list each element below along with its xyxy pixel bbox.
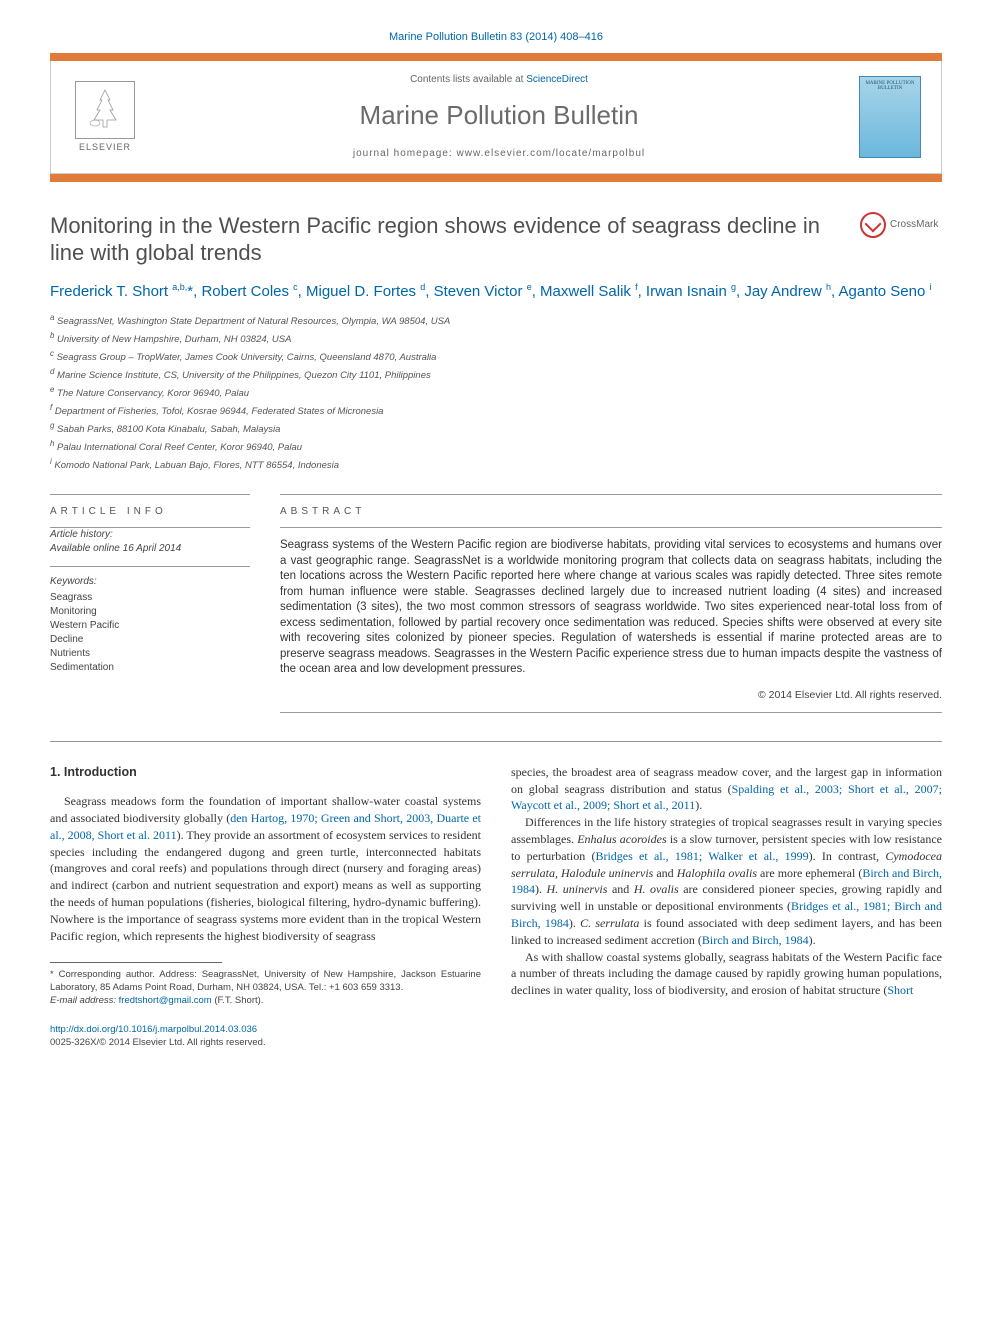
keyword-item: Seagrass: [50, 591, 250, 605]
citation-link[interactable]: Short: [887, 983, 913, 997]
elsevier-logo: ELSEVIER: [71, 78, 139, 156]
keywords-label: Keywords:: [50, 575, 250, 589]
crossmark-icon: [860, 212, 886, 238]
info-abstract-row: ARTICLE INFO Article history: Available …: [50, 494, 942, 712]
species-name: H. uninervis: [547, 882, 608, 896]
citation-link[interactable]: Bridges et al., 1981; Walker et al., 199…: [595, 849, 808, 863]
affiliation-item: a SeagrassNet, Washington State Departme…: [50, 312, 942, 329]
email-label: E-mail address:: [50, 995, 116, 1006]
body-text: ).: [809, 933, 816, 947]
history-label: Article history:: [50, 528, 250, 542]
journal-name: Marine Pollution Bulletin: [159, 98, 839, 133]
header-center: Contents lists available at ScienceDirec…: [159, 73, 839, 161]
email-person: (F.T. Short).: [214, 995, 263, 1006]
body-paragraph: Seagrass meadows form the foundation of …: [50, 793, 481, 944]
article-title: Monitoring in the Western Pacific region…: [50, 212, 840, 267]
keyword-item: Western Pacific: [50, 619, 250, 633]
divider: [280, 712, 942, 713]
body-paragraph: Differences in the life history strategi…: [511, 814, 942, 948]
footnote-divider: [50, 962, 222, 963]
article-history-block: Article history: Available online 16 Apr…: [50, 528, 250, 566]
affiliation-item: h Palau International Coral Reef Center,…: [50, 438, 942, 455]
introduction-heading: 1. Introduction: [50, 764, 481, 782]
issn-copyright: 0025-326X/© 2014 Elsevier Ltd. All right…: [50, 1037, 266, 1048]
elsevier-label: ELSEVIER: [79, 141, 131, 153]
body-text: are more ephemeral (: [757, 866, 862, 880]
body-text: and: [607, 882, 633, 896]
body-text: ).: [535, 882, 547, 896]
species-name: C. serrulata: [580, 916, 639, 930]
affiliation-item: f Department of Fisheries, Tofol, Kosrae…: [50, 402, 942, 419]
species-name: H. ovalis: [634, 882, 679, 896]
keyword-item: Sedimentation: [50, 661, 250, 675]
body-column-right: species, the broadest area of seagrass m…: [511, 764, 942, 1050]
affiliation-item: c Seagrass Group – TropWater, James Cook…: [50, 348, 942, 365]
body-columns: 1. Introduction Seagrass meadows form th…: [50, 764, 942, 1050]
corresponding-author-footnote: * Corresponding author. Address: Seagras…: [50, 969, 481, 1007]
cover-label: MARINE POLLUTION BULLETIN: [864, 81, 916, 92]
body-text: ). They provide an assortment of ecosyst…: [50, 828, 481, 943]
keyword-item: Nutrients: [50, 647, 250, 661]
corr-author-text: * Corresponding author. Address: Seagras…: [50, 969, 481, 995]
affiliation-item: b University of New Hampshire, Durham, N…: [50, 330, 942, 347]
body-text: ).: [569, 916, 580, 930]
affiliation-item: d Marine Science Institute, CS, Universi…: [50, 366, 942, 383]
abstract-text: Seagrass systems of the Western Pacific …: [280, 528, 942, 678]
body-text: and: [653, 866, 676, 880]
affiliations-list: a SeagrassNet, Washington State Departme…: [50, 312, 942, 472]
article-info-column: ARTICLE INFO Article history: Available …: [50, 494, 250, 712]
body-text: As with shallow coastal systems globally…: [511, 950, 942, 998]
body-text: ). In contrast,: [809, 849, 886, 863]
body-paragraph: species, the broadest area of seagrass m…: [511, 764, 942, 814]
abstract-heading: ABSTRACT: [280, 495, 942, 527]
accent-bar-bottom: [50, 174, 942, 182]
bottom-publication-info: http://dx.doi.org/10.1016/j.marpolbul.20…: [50, 1024, 481, 1050]
crossmark-badge[interactable]: CrossMark: [860, 212, 942, 238]
affiliation-item: e The Nature Conservancy, Koror 96940, P…: [50, 384, 942, 401]
body-column-left: 1. Introduction Seagrass meadows form th…: [50, 764, 481, 1050]
keywords-block: Keywords: SeagrassMonitoringWestern Paci…: [50, 567, 250, 675]
journal-header: ELSEVIER Contents lists available at Sci…: [50, 61, 942, 174]
elsevier-tree-icon: [75, 81, 135, 139]
title-row: Monitoring in the Western Pacific region…: [50, 212, 942, 267]
body-text: ).: [695, 798, 702, 812]
contents-prefix: Contents lists available at: [410, 74, 526, 85]
authors-list: Frederick T. Short a,b,*, Robert Coles c…: [50, 281, 942, 302]
homepage-line: journal homepage: www.elsevier.com/locat…: [159, 147, 839, 161]
abstract-column: ABSTRACT Seagrass systems of the Western…: [280, 494, 942, 712]
keyword-item: Monitoring: [50, 605, 250, 619]
email-link[interactable]: fredtshort@gmail.com: [119, 995, 212, 1006]
homepage-prefix: journal homepage:: [353, 148, 457, 159]
citation-link[interactable]: Birch and Birch, 1984: [702, 933, 809, 947]
top-citation: Marine Pollution Bulletin 83 (2014) 408–…: [50, 30, 942, 45]
history-value: Available online 16 April 2014: [50, 542, 250, 556]
affiliation-item: g Sabah Parks, 88100 Kota Kinabalu, Saba…: [50, 420, 942, 437]
body-paragraph: As with shallow coastal systems globally…: [511, 949, 942, 999]
species-name: Halophila ovalis: [677, 866, 757, 880]
sciencedirect-link[interactable]: ScienceDirect: [526, 74, 588, 85]
species-name: Enhalus acoroides: [577, 832, 666, 846]
accent-bar-top: [50, 53, 942, 61]
journal-cover-thumbnail: MARINE POLLUTION BULLETIN: [859, 76, 921, 158]
article-info-heading: ARTICLE INFO: [50, 495, 250, 527]
keyword-item: Decline: [50, 633, 250, 647]
doi-link[interactable]: http://dx.doi.org/10.1016/j.marpolbul.20…: [50, 1024, 257, 1035]
affiliation-item: i Komodo National Park, Labuan Bajo, Flo…: [50, 456, 942, 473]
contents-available-line: Contents lists available at ScienceDirec…: [159, 73, 839, 87]
abstract-copyright: © 2014 Elsevier Ltd. All rights reserved…: [280, 688, 942, 702]
section-divider: [50, 741, 942, 742]
homepage-url[interactable]: www.elsevier.com/locate/marpolbul: [457, 148, 646, 159]
crossmark-label: CrossMark: [890, 218, 938, 232]
